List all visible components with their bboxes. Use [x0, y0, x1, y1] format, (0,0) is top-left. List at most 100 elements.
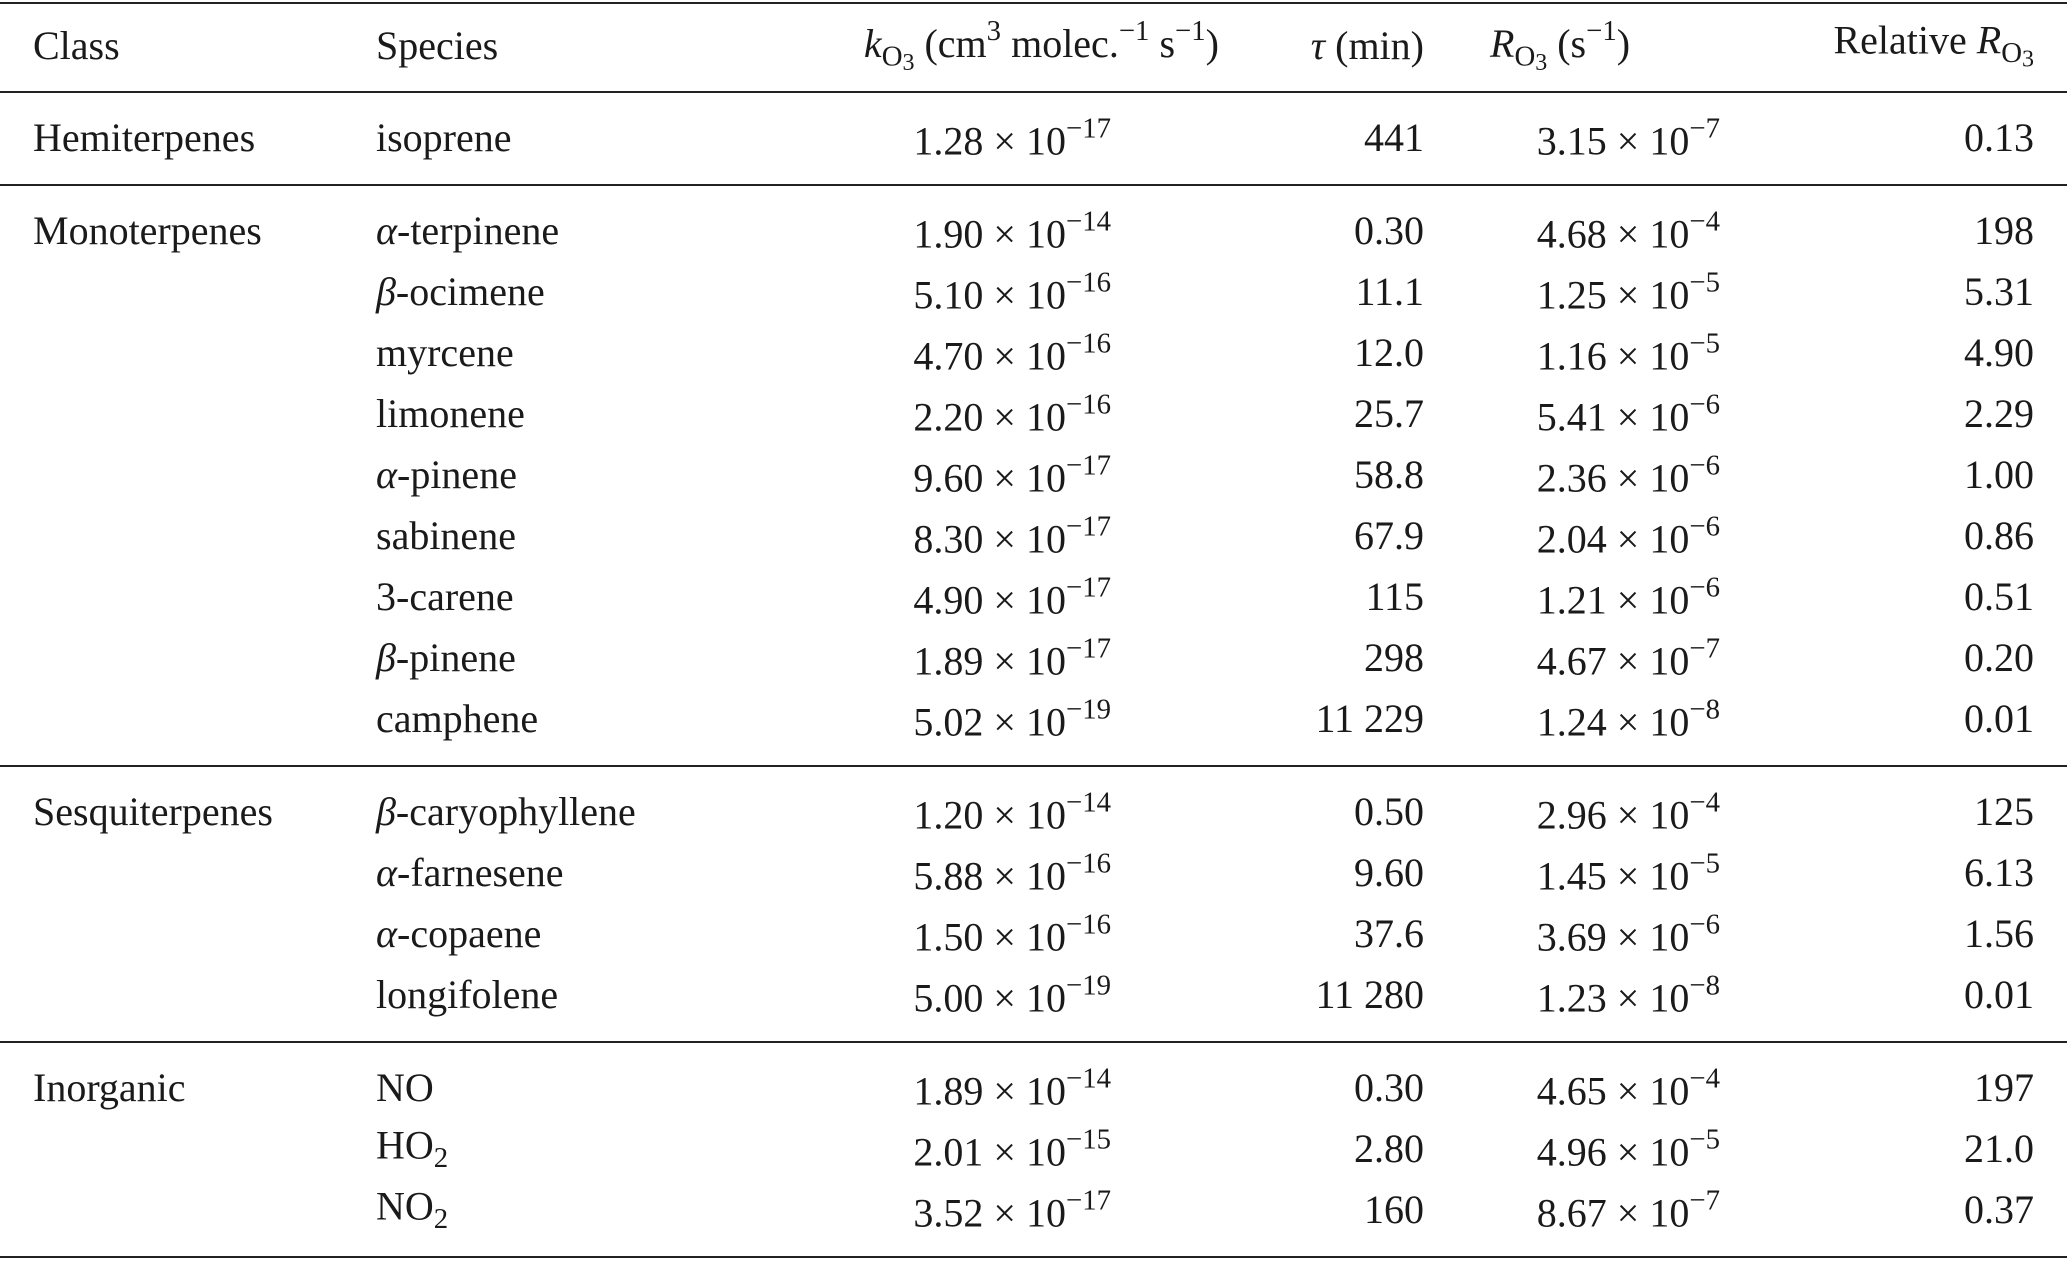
subscript: O — [881, 40, 903, 73]
table-cell: 5.31 — [1964, 268, 2034, 314]
table-cell: 8.30 × 10−17 — [913, 509, 1111, 562]
text-segment: 4.68 × 10 — [1536, 211, 1690, 257]
rule-line — [0, 1256, 2067, 1258]
subscript: 2 — [433, 1202, 449, 1235]
table-cell: 5.00 × 10−19 — [913, 970, 1111, 1018]
header-cell: Species — [376, 23, 499, 68]
table-cell: 4.90 — [1964, 329, 2034, 375]
table-cell: 0.86 — [1964, 512, 2034, 558]
supscript: −14 — [1065, 785, 1111, 818]
table-cell: 0.30 — [1354, 207, 1424, 253]
supscript: −16 — [1065, 326, 1111, 359]
table-cell: longifolene — [376, 971, 559, 1017]
table-cell: β-caryophyllene — [376, 791, 636, 832]
supscript: −4 — [1689, 204, 1720, 237]
text-segment: 1.16 × 10 — [1536, 333, 1690, 379]
table-cell: 4.65 × 10−4 — [1536, 1063, 1720, 1114]
table-cell: 1.24 × 10−8 — [1536, 694, 1720, 745]
text-segment: s — [1149, 21, 1176, 67]
header-cell: Class — [33, 23, 120, 68]
text-segment: 2.36 × 10 — [1536, 455, 1690, 501]
table-cell: limonene — [376, 390, 525, 436]
table-cell: α-terpinene — [376, 207, 559, 253]
table-cell: 11 280 — [1315, 971, 1424, 1017]
supscript: −19 — [1065, 692, 1111, 725]
table-cell: 0.37 — [1964, 1186, 2034, 1232]
text-segment: 8.30 × 10 — [913, 516, 1066, 562]
text-segment: (s — [1547, 21, 1587, 67]
supscript: −17 — [1065, 448, 1111, 481]
supscript: −17 — [1065, 570, 1111, 603]
table-cell: β-ocimene — [376, 268, 545, 314]
text-segment: -farnesene — [397, 849, 564, 895]
supscript: −15 — [1065, 1122, 1111, 1155]
text-segment: 3.69 × 10 — [1536, 914, 1690, 960]
italic-symbol: τ — [1310, 23, 1326, 68]
table-cell: 1.89 × 10−14 — [913, 1063, 1111, 1111]
table-cell: 0.51 — [1964, 573, 2034, 619]
text-segment: 4.65 × 10 — [1536, 1068, 1690, 1114]
text-segment: molec. — [1001, 21, 1119, 67]
italic-symbol: α — [376, 451, 397, 497]
table-cell: 0.50 — [1354, 788, 1424, 834]
table-cell: 115 — [1365, 573, 1424, 619]
table-cell: α-copaene — [376, 910, 541, 956]
italic-symbol: β — [376, 634, 396, 680]
text-segment: 2.04 × 10 — [1536, 516, 1690, 562]
text-segment: 5.02 × 10 — [913, 699, 1066, 745]
table-cell: 5.88 × 10−16 — [913, 848, 1111, 896]
rule-line — [0, 184, 2067, 186]
table-cell: 2.04 × 10−6 — [1536, 511, 1720, 562]
header-cell: τ (min) — [1311, 26, 1424, 66]
table-cell: 8.67 × 10−7 — [1537, 1185, 1720, 1233]
text-segment: 1.25 × 10 — [1536, 272, 1690, 318]
table-cell: 9.60 — [1354, 849, 1424, 895]
supscript: −17 — [1065, 509, 1111, 542]
text-segment: ) — [1205, 21, 1219, 67]
italic-symbol: α — [376, 207, 397, 253]
table-cell: 298 — [1364, 634, 1424, 680]
table-cell: 37.6 — [1354, 910, 1424, 956]
table-cell: 4.68 × 10−4 — [1536, 204, 1720, 257]
table-cell: 1.90 × 10−14 — [913, 204, 1111, 254]
class-label: Sesquiterpenes — [33, 788, 273, 834]
table-cell: 67.9 — [1354, 512, 1424, 558]
table-cell: 125 — [1974, 788, 2034, 834]
supscript: −7 — [1689, 631, 1720, 664]
table-cell: 197 — [1974, 1064, 2034, 1110]
supscript: −17 — [1065, 631, 1111, 664]
rule-line — [0, 765, 2067, 767]
supscript: −5 — [1689, 265, 1720, 298]
table-cell: 1.16 × 10−5 — [1536, 326, 1720, 379]
supscript: −5 — [1689, 326, 1720, 359]
table-cell: 21.0 — [1964, 1125, 2034, 1171]
table-cell: 1.45 × 10−5 — [1536, 848, 1720, 899]
table-cell: β-pinene — [376, 634, 516, 680]
text-segment: 5.41 × 10 — [1536, 394, 1690, 440]
text-segment: 1.20 × 10 — [913, 792, 1066, 838]
supscript: −14 — [1065, 204, 1111, 237]
table-cell: 1.89 × 10−17 — [913, 631, 1111, 681]
class-label: Hemiterpenes — [33, 114, 256, 160]
text-segment: NO — [376, 1182, 434, 1228]
italic-symbol: R — [1490, 21, 1515, 67]
text-segment: 1.24 × 10 — [1536, 699, 1690, 745]
table-cell: 3.52 × 10−17 — [913, 1185, 1111, 1233]
text-segment: 4.67 × 10 — [1536, 638, 1690, 684]
text-segment: 9.60 × 10 — [913, 455, 1066, 501]
table-cell: 1.25 × 10−5 — [1536, 265, 1720, 318]
table-cell: 11 229 — [1315, 695, 1424, 741]
header-cell: kO3 (cm3 molec.−1 s−1) — [864, 14, 1219, 75]
table-cell: 0.13 — [1964, 114, 2034, 160]
text-segment: 4.90 × 10 — [913, 577, 1066, 623]
table-cell: 4.70 × 10−16 — [913, 326, 1111, 376]
supscript: −6 — [1689, 907, 1720, 940]
italic-symbol: β — [376, 268, 396, 314]
table-cell: 2.29 — [1964, 390, 2034, 436]
italic-symbol: α — [376, 910, 397, 956]
table-cell: 11.1 — [1355, 268, 1424, 314]
text-segment: 1.28 × 10 — [913, 118, 1066, 164]
text-segment: 1.45 × 10 — [1536, 853, 1690, 899]
supscript: −6 — [1689, 448, 1720, 481]
supscript: −1 — [1118, 14, 1150, 47]
